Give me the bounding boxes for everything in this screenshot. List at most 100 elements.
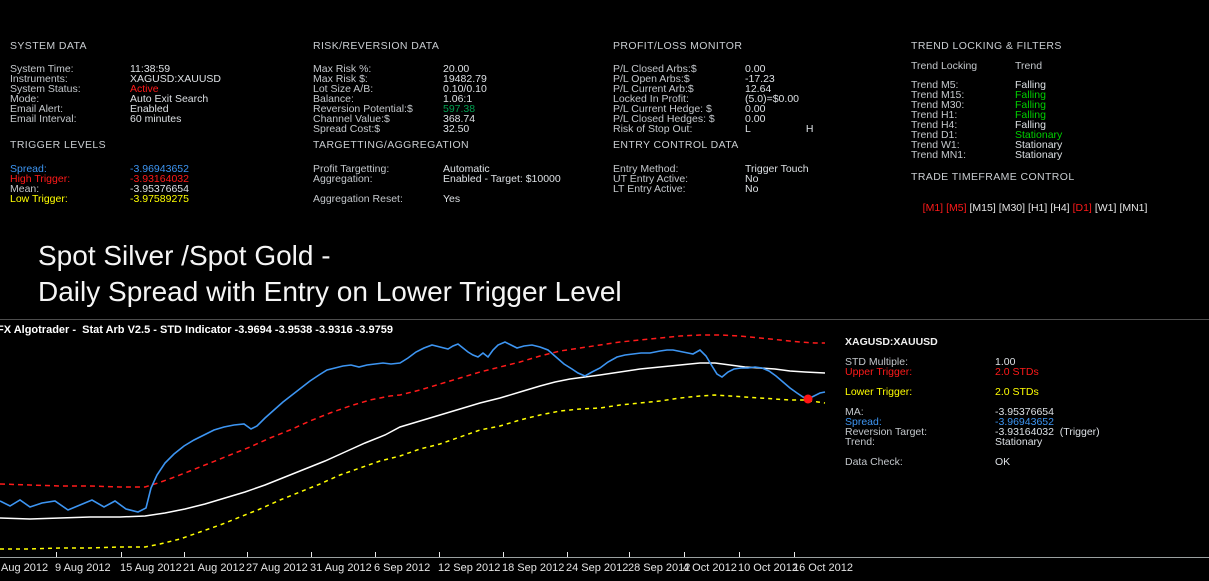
series-ma <box>0 362 826 520</box>
row-label: Instruments: <box>10 73 68 85</box>
targetting-title: TARGETTING/AGGREGATION <box>313 139 469 151</box>
row-label: System Status: <box>10 83 81 95</box>
row-value: Enabled - Target: $10000 <box>443 173 561 185</box>
row-value: 0.00 <box>745 103 766 115</box>
system-row: Instruments: XAGUSD:XAUUSD <box>10 73 221 85</box>
timeframe-button-w1[interactable]: [W1] <box>1094 202 1117 214</box>
chart-legend: FX Algotrader - Stat Arb V2.5 - STD Indi… <box>0 324 393 336</box>
headline-line1: Spot Silver /Spot Gold - <box>38 240 331 271</box>
trend-state-value: Stationary <box>995 436 1043 448</box>
risk-row: Balance: 1.06:1 <box>313 93 472 105</box>
row-label: Email Alert: <box>10 103 64 115</box>
axis-tick <box>439 552 440 557</box>
chart-top-border <box>0 319 1209 320</box>
x-axis-label: 28 Sep 2012 <box>628 562 691 574</box>
row-label: Reversion Target: <box>845 426 928 438</box>
pl-row: P/L Closed Hedges: $ 0.00 <box>613 113 765 125</box>
timeframe-button-m1[interactable]: [M1] <box>922 202 944 214</box>
risk-row: Lot Size A/B: 0.10/0.10 <box>313 83 487 95</box>
timeframe-button-mn1[interactable]: [MN1] <box>1119 202 1148 214</box>
reversion-potential-value: 597.38 <box>443 103 476 115</box>
system-row: System Time: 11:38:59 <box>10 63 170 75</box>
system-row: Mode: Auto Exit Search <box>10 93 208 105</box>
data-check-value: OK <box>995 456 1011 468</box>
row-value: 19482.79 <box>443 73 487 85</box>
trend-row: Trend MN1: Stationary <box>911 149 1062 161</box>
mean-value: -3.95376654 <box>130 183 189 195</box>
low-trigger-value: -3.97589275 <box>130 193 189 205</box>
row-label: Max Risk %: <box>313 63 372 75</box>
x-axis-label: 21 Aug 2012 <box>183 562 245 574</box>
pl-row: P/L Closed Arbs:$ 0.00 <box>613 63 765 75</box>
axis-tick <box>56 552 57 557</box>
row-label: Risk of Stop Out: <box>613 123 693 135</box>
trade-timeframe-row: [M1] [M5] [M15] [M30] [H1] [H4] [D1] [W1] [MN1] <box>911 190 1150 226</box>
row-label: Trend: <box>845 436 875 448</box>
risk-reversion-title: RISK/REVERSION DATA <box>313 40 440 52</box>
row-label: Low Trigger: <box>10 193 68 205</box>
row-label: MA: <box>845 406 864 418</box>
row-value: 368.74 <box>443 113 476 125</box>
system-status-value: Active <box>130 83 159 95</box>
row-label: Trend M30: <box>911 99 965 111</box>
axis-tick <box>629 552 630 557</box>
risk-high-marker: H <box>805 123 814 135</box>
timeframe-button-m15[interactable]: [M15] <box>969 202 996 214</box>
headline: Spot Silver /Spot Gold - Daily Spread wit… <box>38 238 622 310</box>
trend-mn1-value: Stationary <box>1015 149 1063 161</box>
timeframe-button-h4[interactable]: [H4] <box>1050 202 1070 214</box>
system-row: Email Interval: 60 minutes <box>10 113 181 125</box>
ma-value: -3.95376654 <box>995 406 1054 418</box>
timeframe-button-d1[interactable]: [D1] <box>1072 202 1092 214</box>
trend-row: Trend H1: Falling <box>911 109 1046 121</box>
row-label: Locked In Profit: <box>613 93 689 105</box>
row-label: Trend M5: <box>911 79 959 91</box>
axis-tick <box>794 552 795 557</box>
row-value: 0.10/0.10 <box>443 83 487 95</box>
row-value: 0.00 <box>745 113 766 125</box>
trend-col1-header: Trend Locking <box>911 60 978 72</box>
row-value: Enabled <box>130 103 169 115</box>
trend-locking-title: TREND LOCKING & FILTERS <box>911 40 1062 52</box>
info-row: STD Multiple: 1.00 <box>845 356 1015 368</box>
axis-tick <box>567 552 568 557</box>
risk-of-stopout-row: Risk of Stop Out: L H <box>613 123 813 135</box>
row-value: Yes <box>443 193 461 205</box>
system-data-title: SYSTEM DATA <box>10 40 87 52</box>
pl-row: P/L Current Hedge: $ 0.00 <box>613 103 765 115</box>
timeframe-button-m5[interactable]: [M5] <box>946 202 967 214</box>
row-label: Channel Value:$ <box>313 113 390 125</box>
trigger-levels-title: TRIGGER LEVELS <box>10 139 107 151</box>
axis-tick <box>184 552 185 557</box>
trend-d1-value: Stationary <box>1015 129 1063 141</box>
series-upper-trigger <box>0 334 825 488</box>
high-trigger-value: -3.93164032 <box>130 173 189 185</box>
row-label: Spread: <box>845 416 882 428</box>
entry-row: LT Entry Active: No <box>613 183 758 195</box>
row-value: 60 minutes <box>130 113 182 125</box>
trend-m5-value: Falling <box>1015 79 1046 91</box>
risk-row: Max Risk %: 20.00 <box>313 63 469 75</box>
headline-line2: Daily Spread with Entry on Lower Trigger… <box>38 276 622 307</box>
x-axis-label: 24 Sep 2012 <box>566 562 629 574</box>
row-label: System Time: <box>10 63 74 75</box>
profit-loss-title: PROFIT/LOSS MONITOR <box>613 40 743 52</box>
axis-tick <box>121 552 122 557</box>
row-value: Auto Exit Search <box>130 93 209 105</box>
row-label: Email Interval: <box>10 113 77 125</box>
timeframe-button-h1[interactable]: [H1] <box>1028 202 1048 214</box>
timeframe-button-m30[interactable]: [M30] <box>998 202 1026 214</box>
risk-low-marker: L <box>745 123 751 135</box>
trigger-row: High Trigger: -3.93164032 <box>10 173 189 185</box>
row-label: Aggregation: <box>313 173 373 185</box>
row-value: 32.50 <box>443 123 470 135</box>
row-label: P/L Current Arb:$ <box>613 83 694 95</box>
targetting-row: Aggregation: Enabled - Target: $10000 <box>313 173 561 185</box>
row-label: LT Entry Active: <box>613 183 686 195</box>
row-label: Profit Targetting: <box>313 163 390 175</box>
x-axis-label: 10 Oct 2012 <box>738 562 798 574</box>
x-axis-label: 9 Aug 2012 <box>55 562 111 574</box>
trigger-row: Spread: -3.96943652 <box>10 163 189 175</box>
trend-col2-header: Trend <box>1015 60 1043 72</box>
